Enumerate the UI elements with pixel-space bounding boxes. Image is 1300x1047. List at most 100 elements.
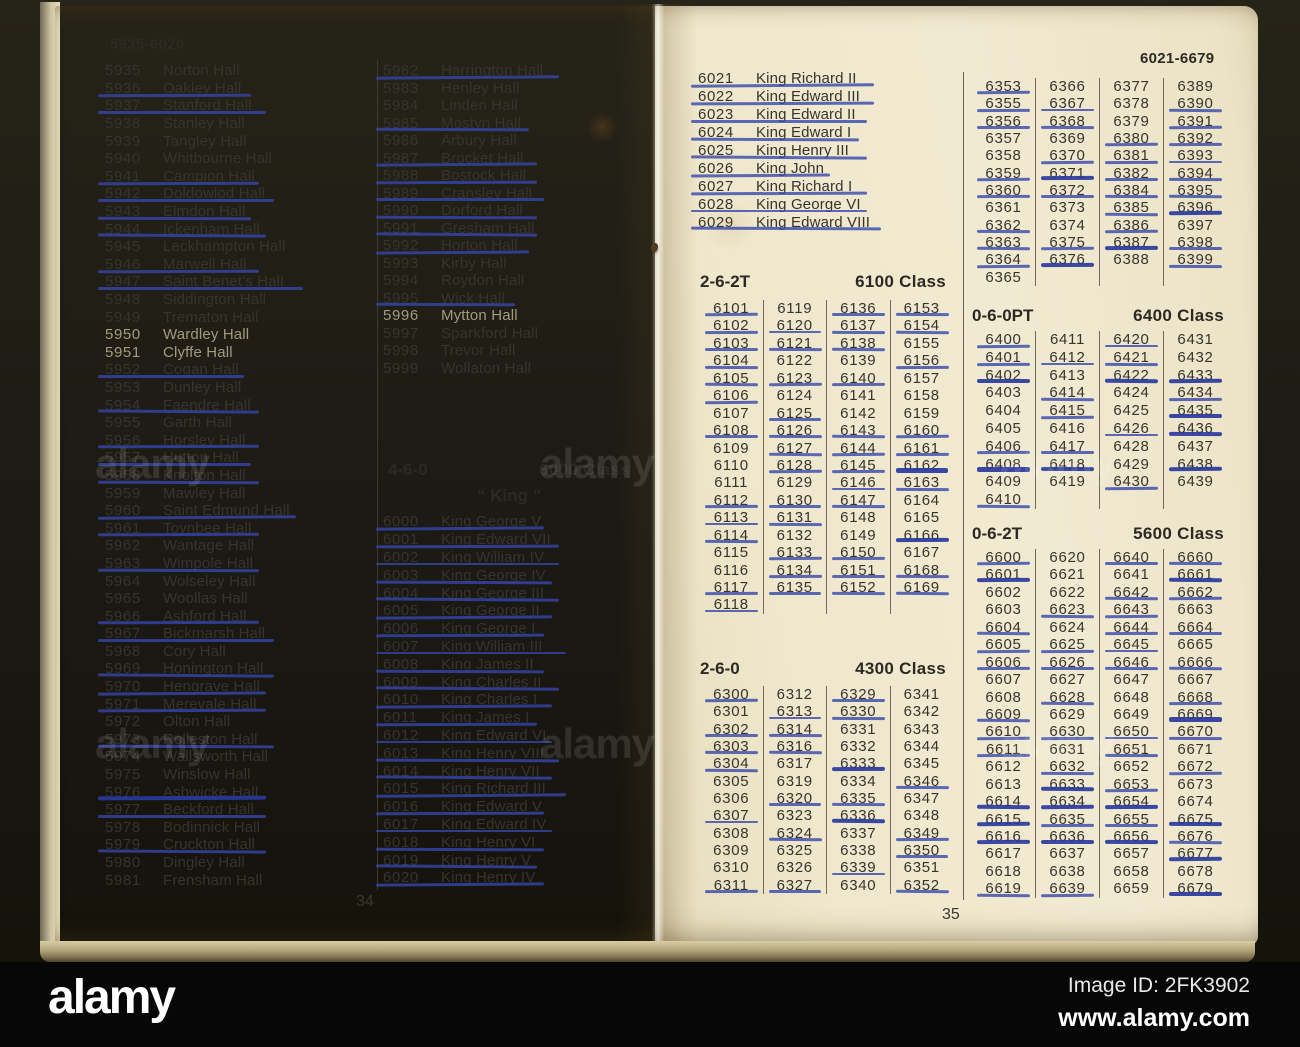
loco-row-6008: 6008 King James II xyxy=(375,655,651,673)
loco-number-6122: 6122 xyxy=(764,352,827,369)
loco-row-5984: 5984 Linden Hall xyxy=(383,97,651,115)
loco-row-5951: 5951 Clyffe Hall xyxy=(105,344,373,362)
loco-number-text: 6676 xyxy=(1177,828,1214,845)
loco-number-6327: 6327 xyxy=(764,877,827,894)
loco-number-text: 6602 xyxy=(985,583,1022,601)
loco-number-text: 6606 xyxy=(985,653,1022,671)
loco-number-text: 6147 xyxy=(840,491,877,509)
loco-name: Stanley Hall xyxy=(163,115,245,133)
loco-number-text: 6646 xyxy=(1113,653,1150,671)
loco-number-text: 6388 xyxy=(1113,251,1150,269)
loco-name: Saint Edmund Hall xyxy=(163,502,290,520)
loco-number-text: 6387 xyxy=(1113,234,1150,252)
loco-number-6678: 6678 xyxy=(1164,863,1227,880)
loco-number: 5958 xyxy=(105,466,141,484)
loco-number-6421: 6421 xyxy=(1100,349,1163,367)
loco-number-6343: 6343 xyxy=(891,721,954,738)
loco-row-5945: 5945 Leckhampton Hall xyxy=(105,238,373,256)
loco-number: 5974 xyxy=(105,748,141,766)
loco-number-6118: 6118 xyxy=(700,596,763,613)
loco-row-5970: 5970 Hengrave Hall xyxy=(97,678,373,696)
loco-number-6637: 6637 xyxy=(1036,845,1099,862)
loco-number-6142: 6142 xyxy=(827,405,890,422)
loco-number-6406: 6406 xyxy=(972,438,1035,456)
loco-number-6371: 6371 xyxy=(1036,165,1099,182)
loco-number-6355: 6355 xyxy=(972,95,1035,112)
loco-number-text: 6439 xyxy=(1177,473,1214,491)
loco-number: 5976 xyxy=(105,783,141,801)
loco-number-text: 6633 xyxy=(1049,775,1086,793)
loco-number-6657: 6657 xyxy=(1100,845,1163,862)
loco-row-5973: 5973 Rolleston Hall xyxy=(97,731,373,749)
image-id-text: Image ID: 2FK3902 xyxy=(1067,974,1250,997)
loco-number-text: 6111 xyxy=(714,474,749,492)
number-column: 6660 6661 6662 6663 6664 6665 6666 6667 6668 6669… xyxy=(1164,549,1227,898)
loco-number-text: 6336 xyxy=(840,807,877,825)
loco-number-6366: 6366 xyxy=(1036,78,1099,95)
class-label: 5600 Class xyxy=(1133,524,1224,543)
loco-number-6378: 6378 xyxy=(1100,95,1163,112)
class-label: 6100 Class xyxy=(855,272,946,291)
loco-number-text: 6393 xyxy=(1177,147,1214,165)
page-stack-highlight xyxy=(40,2,60,952)
loco-row-5972: 5972 Olton Hall xyxy=(105,713,373,731)
loco-number-6136: 6136 xyxy=(827,300,890,317)
loco-number-text: 6601 xyxy=(985,566,1022,584)
loco-number-6387: 6387 xyxy=(1100,234,1163,251)
loco-name: King Edward V xyxy=(441,798,543,816)
loco-number-text: 6342 xyxy=(903,703,940,721)
loco-number-text: 6675 xyxy=(1177,810,1214,828)
loco-number: 6029 xyxy=(698,213,734,231)
loco-number: 5965 xyxy=(105,590,141,608)
loco-number-text: 6366 xyxy=(1049,78,1086,95)
loco-number-6399: 6399 xyxy=(1164,251,1227,268)
loco-row-6004: 6004 King George III xyxy=(375,584,651,602)
loco-number-text: 6395 xyxy=(1177,182,1214,200)
loco-number-6666: 6666 xyxy=(1164,654,1227,671)
loco-number-6416: 6416 xyxy=(1036,420,1099,438)
loco-number: 6024 xyxy=(698,124,734,142)
loco-number-6390: 6390 xyxy=(1164,95,1227,112)
loco-number-6301: 6301 xyxy=(700,703,763,720)
loco-number-6358: 6358 xyxy=(972,147,1035,164)
loco-row-5936: 5936 Oakley Hall xyxy=(97,80,373,98)
loco-number-6165: 6165 xyxy=(891,509,954,526)
loco-number-6338: 6338 xyxy=(827,842,890,859)
loco-number: 5951 xyxy=(105,343,141,361)
loco-number-text: 6159 xyxy=(903,404,940,422)
loco-number-6308: 6308 xyxy=(700,825,763,842)
loco-number-6351: 6351 xyxy=(891,859,954,876)
loco-number-6125: 6125 xyxy=(764,405,827,422)
loco-number-6363: 6363 xyxy=(972,234,1035,251)
loco-number: 5992 xyxy=(383,237,419,255)
loco-number: 5988 xyxy=(383,167,419,185)
loco-number-6437: 6437 xyxy=(1164,438,1227,456)
loco-number-text: 6329 xyxy=(840,686,877,703)
loco-number-6660: 6660 xyxy=(1164,549,1227,566)
loco-number-6102: 6102 xyxy=(700,317,763,334)
loco-number-text: 6333 xyxy=(840,755,877,773)
loco-number-text: 6344 xyxy=(903,738,940,756)
loco-number-6409: 6409 xyxy=(972,473,1035,491)
loco-number-6367: 6367 xyxy=(1036,95,1099,112)
loco-number-text: 6102 xyxy=(713,317,750,335)
loco-number-6114: 6114 xyxy=(700,527,763,544)
loco-row-5960: 5960 Saint Edmund Hall xyxy=(97,502,373,520)
loco-number: 5983 xyxy=(383,79,419,97)
loco-name: Ickenham Hall xyxy=(163,220,260,238)
loco-number-6641: 6641 xyxy=(1100,566,1163,583)
loco-number-6625: 6625 xyxy=(1036,636,1099,653)
loco-number-text: 6309 xyxy=(713,842,750,860)
loco-row-5942: 5942 Doldowlod Hall xyxy=(98,185,373,203)
loco-number-6401: 6401 xyxy=(972,349,1035,367)
loco-number: 5956 xyxy=(105,431,141,449)
loco-number-6320: 6320 xyxy=(764,790,827,807)
loco-number-text: 6661 xyxy=(1177,566,1214,584)
loco-number: 6022 xyxy=(698,88,734,106)
loco-number-6381: 6381 xyxy=(1100,147,1163,164)
loco-number-text: 6341 xyxy=(903,686,940,703)
loco-name: Campion Hall xyxy=(163,167,255,185)
loco-number-text: 6340 xyxy=(840,876,877,894)
loco-name: King Henry VII xyxy=(441,762,540,780)
loco-name: Norton Hall xyxy=(163,62,240,80)
